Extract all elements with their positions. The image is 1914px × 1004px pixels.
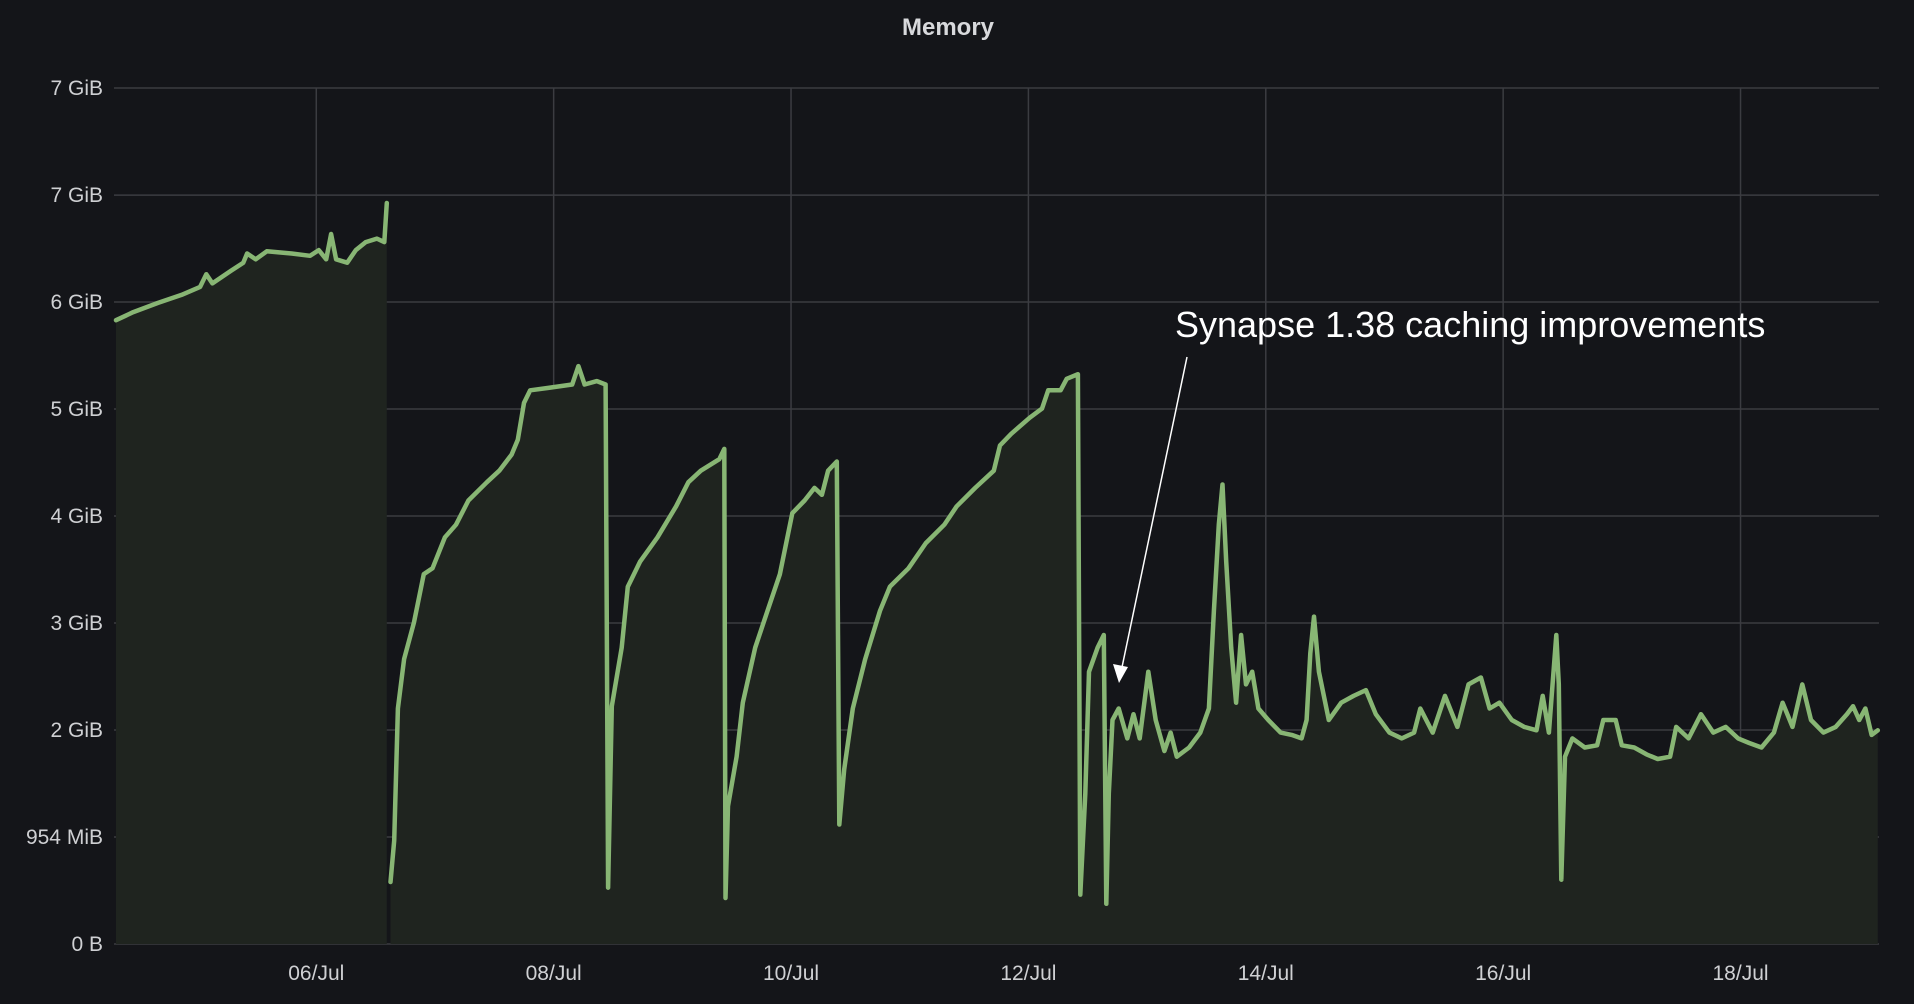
y-tick-label: 4 GiB: [50, 505, 103, 528]
x-tick-label: 06/Jul: [288, 962, 344, 985]
x-tick-label: 10/Jul: [763, 962, 819, 985]
annotation-arrow-line: [1120, 356, 1188, 673]
chart-title: Memory: [902, 14, 995, 41]
y-tick-label: 7 GiB: [50, 77, 103, 100]
series-fill: [116, 203, 387, 944]
annotation-arrow-head-icon: [1113, 664, 1128, 683]
series-fill: [390, 366, 1878, 945]
y-tick-label: 5 GiB: [50, 398, 103, 421]
x-tick-label: 14/Jul: [1238, 962, 1294, 985]
x-tick-label: 16/Jul: [1475, 962, 1531, 985]
x-tick-label: 08/Jul: [526, 962, 582, 985]
y-tick-label: 3 GiB: [50, 612, 103, 635]
y-tick-label: 0 B: [71, 933, 103, 956]
series-area: [113, 200, 1881, 945]
x-tick-label: 12/Jul: [1000, 962, 1056, 985]
y-tick-label: 6 GiB: [50, 291, 103, 314]
x-tick-label: 18/Jul: [1713, 962, 1769, 985]
y-tick-label: 954 MiB: [26, 826, 103, 849]
y-tick-label: 7 GiB: [50, 184, 103, 207]
series-line: [388, 363, 1881, 907]
y-tick-label: 2 GiB: [50, 719, 103, 742]
series-line: [113, 200, 390, 323]
annotation-text: Synapse 1.38 caching improvements: [1175, 304, 1765, 345]
annotation: Synapse 1.38 caching improvements: [1113, 304, 1765, 683]
